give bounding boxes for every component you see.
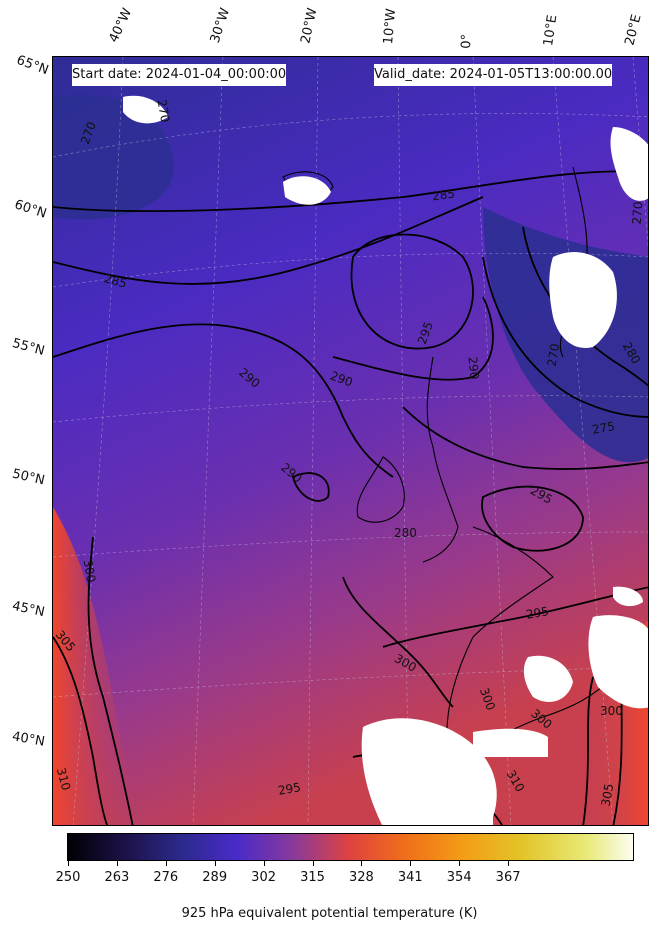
- lat-label-60n: 60°N: [12, 197, 49, 222]
- colorbar-tick-label: 341: [397, 870, 423, 885]
- lon-label-10w: 10°W: [381, 7, 400, 45]
- colorbar-tickmark: [165, 861, 167, 866]
- lat-label-65n: 65°N: [14, 52, 51, 79]
- colorbar-tick-label: 302: [251, 870, 277, 885]
- masked-terrain: [123, 95, 648, 825]
- colorbar-tick-label: 289: [202, 870, 228, 885]
- lat-label-50n: 50°N: [10, 466, 47, 489]
- colorbar-tickmark: [508, 861, 510, 866]
- colorbar-tickmark: [68, 861, 69, 866]
- map-panel: [52, 56, 649, 826]
- lon-label-10e: 10°E: [541, 13, 561, 47]
- colorbar-tickmark: [263, 861, 265, 866]
- lon-label-30w: 30°W: [207, 6, 234, 45]
- cold-region-northwest: [53, 94, 174, 220]
- colorbar-tickmark: [312, 861, 314, 866]
- lon-label-0: 0°: [459, 33, 475, 49]
- colorbar: [67, 833, 634, 861]
- lon-label-20e: 20°E: [622, 13, 645, 47]
- valid-date-label: Valid_date: 2024-01-05T13:00:00.00: [374, 64, 613, 86]
- colorbar-tick-label: 354: [446, 870, 472, 885]
- colorbar-tick-label: 263: [104, 870, 130, 885]
- colorbar-tick-label: 250: [55, 870, 81, 885]
- colorbar-tick-label: 315: [300, 870, 325, 885]
- lon-label-40w: 40°W: [106, 6, 136, 45]
- colorbar-tickmark: [214, 861, 216, 866]
- colorbar-tickmark: [361, 861, 363, 866]
- colorbar-tickmark: [459, 861, 461, 866]
- warm-region-southwest: [53, 507, 143, 825]
- start-date-label: Start date: 2024-01-04_00:00:00: [72, 64, 287, 86]
- lat-label-40n: 40°N: [10, 729, 46, 750]
- lat-label-45n: 45°N: [10, 598, 46, 621]
- colorbar-tickmark: [116, 861, 118, 866]
- colorbar-label: 925 hPa equivalent potential temperature…: [181, 906, 478, 921]
- lat-label-55n: 55°N: [10, 336, 47, 359]
- colorbar-tick-label: 367: [495, 870, 521, 885]
- lon-label-20w: 20°W: [298, 6, 321, 45]
- theta-e-field: [53, 57, 648, 825]
- colorbar-tickmark: [410, 861, 412, 866]
- colorbar-tick-label: 328: [348, 870, 374, 885]
- colorbar-tick-label: 276: [153, 870, 179, 885]
